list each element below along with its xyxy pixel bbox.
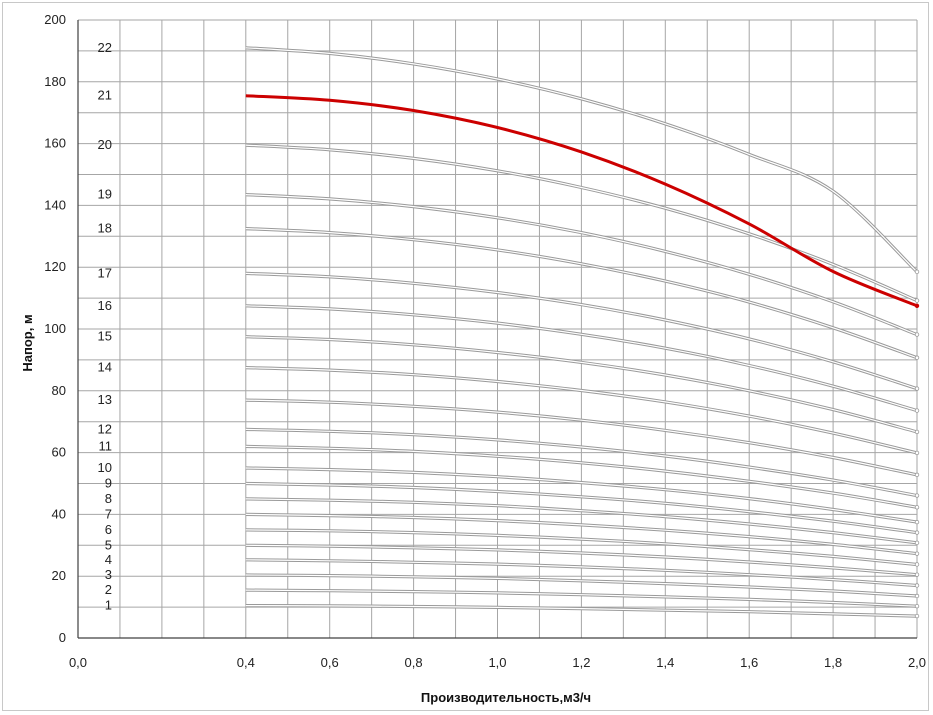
- x-tick-label: 0,0: [69, 655, 87, 670]
- curve-label-4: 4: [105, 552, 112, 567]
- curve-label-14: 14: [98, 360, 112, 375]
- y-tick-label: 0: [59, 630, 66, 645]
- x-tick-label: 0,6: [321, 655, 339, 670]
- curve-8: [245, 498, 918, 544]
- curve-end-point: [914, 450, 920, 456]
- curve-end-point: [914, 530, 920, 535]
- x-tick-label: 1,2: [572, 655, 590, 670]
- curve-4: [245, 559, 918, 587]
- curve-label-9: 9: [105, 476, 112, 491]
- y-tick-label: 160: [44, 136, 66, 151]
- curve-label-21: 21: [98, 88, 112, 103]
- curve-1: [245, 605, 918, 617]
- y-tick-label: 40: [52, 506, 66, 521]
- y-tick-label: 180: [44, 74, 66, 89]
- curve-label-8: 8: [105, 491, 112, 506]
- curve-16: [245, 305, 918, 412]
- curve-end-point: [914, 332, 920, 337]
- curve-12: [245, 428, 918, 497]
- curve-7: [245, 513, 918, 555]
- curve-20: [245, 144, 918, 302]
- curve-14: [245, 367, 918, 454]
- curve-end-point: [914, 493, 920, 498]
- curve-end-point: [914, 603, 920, 609]
- x-tick-label: 2,0: [908, 655, 926, 670]
- y-tick-label: 60: [52, 445, 66, 460]
- curve-label-16: 16: [98, 298, 112, 313]
- curve-end-point: [914, 298, 920, 303]
- curve-22: [245, 47, 918, 273]
- curve-10: [245, 467, 918, 523]
- curve-17: [245, 272, 918, 390]
- curve-13: [245, 399, 918, 476]
- curve-9: [245, 482, 918, 534]
- y-tick-label: 120: [44, 259, 66, 274]
- y-axis-title: Напор, м: [20, 314, 35, 371]
- axes: [77, 20, 917, 639]
- curve-label-11: 11: [99, 438, 113, 453]
- curve-label-1: 1: [105, 598, 112, 613]
- curve-end-point: [914, 429, 920, 435]
- curve-label-22: 22: [98, 40, 112, 55]
- x-tick-label: 1,0: [488, 655, 506, 670]
- y-tick-label: 140: [44, 197, 66, 212]
- x-tick-label: 0,4: [237, 655, 255, 670]
- curve-5: [245, 544, 918, 576]
- curve-label-6: 6: [105, 522, 112, 537]
- curve-label-12: 12: [98, 421, 112, 436]
- curve-end-point: [914, 572, 920, 577]
- curve-end-point: [914, 551, 920, 556]
- curve-6: [245, 529, 918, 566]
- curve-end-point: [914, 355, 920, 360]
- curve-label-20: 20: [98, 137, 112, 152]
- curve-end-point: [914, 408, 920, 413]
- curve-end-point: [914, 386, 920, 391]
- curve-end-point: [914, 562, 920, 567]
- curve-11: [245, 445, 918, 508]
- y-tick-label: 200: [44, 12, 66, 27]
- curve-3: [245, 574, 918, 597]
- y-tick-label: 20: [52, 568, 66, 583]
- curve-label-10: 10: [98, 460, 112, 475]
- x-tick-label: 1,8: [824, 655, 842, 670]
- x-axis-title: Производительность,м3/ч: [421, 690, 591, 705]
- curve-18: [245, 228, 918, 359]
- curve-label-7: 7: [105, 506, 112, 521]
- curve-end-point: [914, 303, 920, 309]
- curve-label-3: 3: [105, 567, 112, 582]
- curve-end-point: [914, 269, 920, 275]
- curve-label-17: 17: [98, 265, 112, 280]
- y-tick-label: 80: [52, 383, 66, 398]
- curve-label-15: 15: [98, 329, 112, 344]
- x-tick-label: 1,4: [656, 655, 674, 670]
- curve-end-point: [914, 519, 920, 525]
- y-tick-label: 100: [44, 321, 66, 336]
- grid: [77, 19, 918, 639]
- curve-end-point: [914, 505, 920, 510]
- curve-end-point: [914, 593, 920, 599]
- curve-label-5: 5: [105, 537, 112, 552]
- curve-19: [245, 194, 918, 336]
- x-tick-label: 0,8: [405, 655, 423, 670]
- curve-end-point: [914, 472, 920, 478]
- curve-label-19: 19: [98, 187, 112, 202]
- curve-21: [245, 94, 918, 308]
- curve-15: [245, 336, 918, 433]
- x-tick-label: 1,6: [740, 655, 758, 670]
- curve-label-2: 2: [105, 582, 112, 597]
- curve-end-point: [914, 613, 920, 619]
- curve-end-point: [914, 540, 920, 546]
- curves: [245, 46, 920, 619]
- curve-2: [245, 589, 918, 607]
- curve-label-18: 18: [98, 221, 112, 236]
- curve-label-13: 13: [98, 392, 112, 407]
- curve-end-point: [914, 583, 920, 588]
